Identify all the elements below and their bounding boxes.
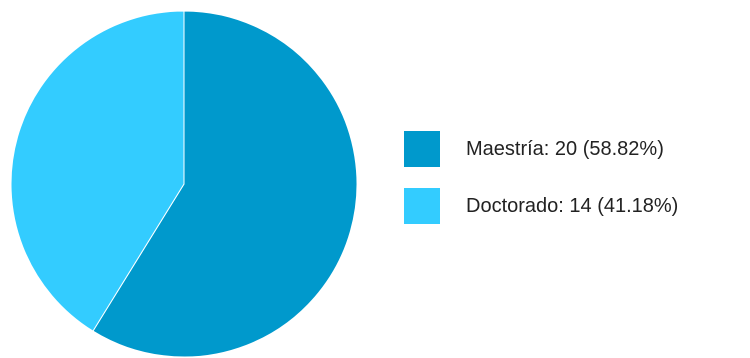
legend-label-doctorado: Doctorado: 14 (41.18%)	[466, 194, 679, 217]
legend-label-maestria: Maestría: 20 (58.82%)	[466, 137, 664, 160]
pie-plot-area	[10, 10, 358, 358]
pie-slice-doctorado	[10, 10, 185, 332]
legend-swatch-doctorado	[404, 188, 440, 224]
legend-item-doctorado: Doctorado: 14 (41.18%)	[404, 188, 678, 224]
pie-slice-maestria	[92, 10, 358, 358]
legend-swatch-maestria	[404, 131, 440, 167]
legend: Maestría: 20 (58.82%) Doctorado: 14 (41.…	[404, 131, 678, 245]
legend-item-maestria: Maestría: 20 (58.82%)	[404, 131, 678, 167]
